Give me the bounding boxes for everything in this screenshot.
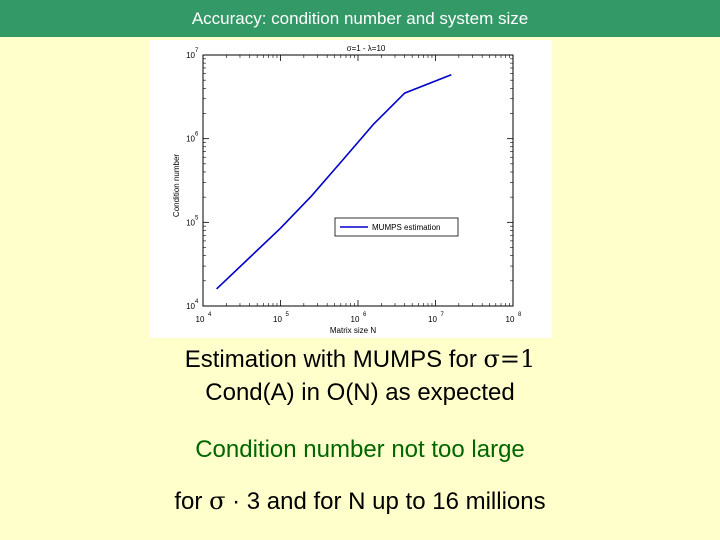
sigma-equals-one: σ=1 [483, 345, 536, 373]
caption-line-1-text: Estimation with MUMPS for [184, 346, 484, 373]
x-tick-label-base: 10 [273, 315, 282, 324]
note-line-2-prefix: for [174, 488, 210, 515]
y-tick-label-exp: 6 [195, 132, 199, 138]
y-tick-label-exp: 5 [195, 215, 199, 221]
y-tick-label-base: 10 [186, 218, 195, 227]
y-tick-label-exp: 7 [195, 48, 199, 54]
note-line-1: Condition number not too large [195, 436, 525, 463]
x-tick-label-base: 10 [506, 315, 515, 324]
caption-line-2: Cond(A) in O(N) as expected [205, 379, 515, 406]
slide-title: Accuracy: condition number and system si… [0, 0, 720, 37]
caption-line-1: Estimation with MUMPS for σ=1 [0, 345, 720, 374]
chart-svg: 10 4 10 5 10 6 10 7 10 810 410 510 610 7 σ=1 - λ=10Mat… [172, 44, 522, 335]
legend-label: MUMPS estimation [372, 223, 440, 232]
x-tick-label-exp: 7 [441, 312, 445, 318]
plot-area [202, 54, 514, 307]
x-tick-label-exp: 4 [208, 312, 212, 318]
legend-box [334, 217, 459, 237]
y-tick-label-base: 10 [186, 135, 195, 144]
chart-title: σ=1 - λ=10 [347, 44, 386, 53]
note-line-2: for σ · 3 and for N up to 16 millions [0, 487, 720, 516]
y-axis-label: Condition number [172, 154, 181, 217]
x-tick-label-base: 10 [351, 315, 360, 324]
x-tick-label-exp: 5 [286, 312, 290, 318]
y-tick-label-exp: 4 [195, 299, 199, 305]
y-tick-label-base: 10 [186, 302, 195, 311]
sigma-symbol: σ [209, 487, 226, 515]
x-tick-label-exp: 8 [518, 312, 522, 318]
x-tick-label-exp: 6 [363, 312, 367, 318]
x-tick-label-base: 10 [428, 315, 437, 324]
series-line-mumps-estimation [216, 74, 452, 290]
y-tick-label-base: 10 [186, 51, 195, 60]
note-line-2-suffix: · 3 and for N up to 16 millions [225, 488, 546, 515]
chart-figure: 10 4 10 5 10 6 10 7 10 8 10 4 10 5 10 6 10 7 σ=1 - λ=10 Mat… [150, 40, 552, 338]
x-axis-label: Matrix size N [330, 326, 376, 335]
x-tick-label-base: 10 [196, 315, 205, 324]
